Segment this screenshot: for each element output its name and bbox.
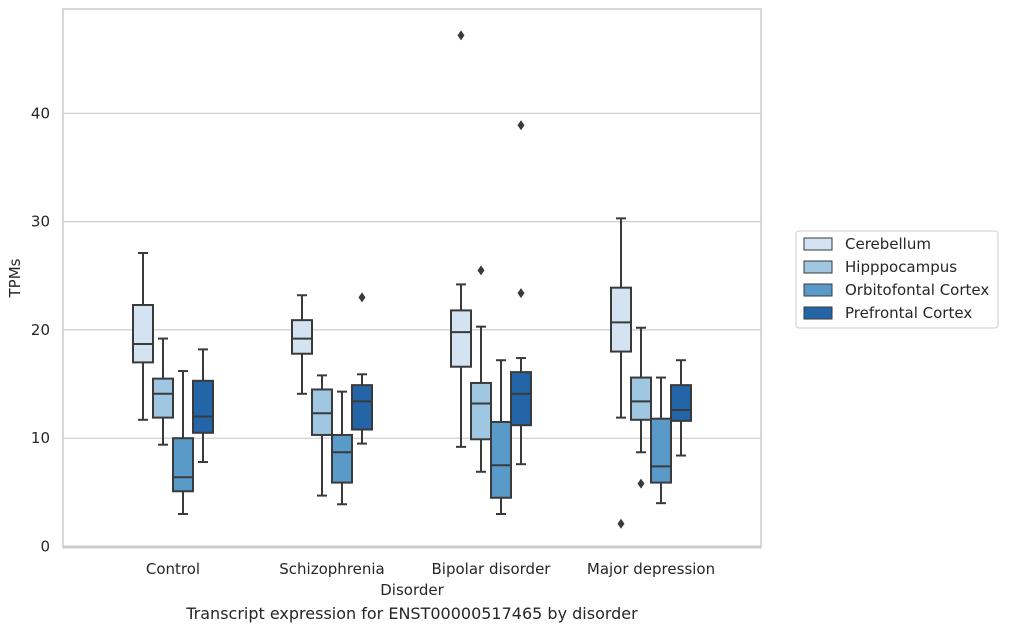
gridlines [63, 112, 761, 439]
y-tick-label: 40 [31, 104, 50, 122]
y-tick-label: 10 [31, 429, 50, 447]
x-tick-label: Major depression [587, 560, 715, 578]
y-tick-label: 30 [31, 213, 50, 231]
legend-label: Hipppocampus [845, 258, 957, 276]
box-hipppocampus-1 [311, 374, 333, 497]
box-body [490, 420, 512, 499]
box-body [351, 384, 373, 431]
box-cerebellum-2 [450, 30, 472, 448]
x-tick-label: Control [146, 560, 200, 578]
legend-frame [795, 230, 999, 329]
chart-caption: Transcript expression for ENST0000051746… [186, 604, 638, 623]
box-orbitofontal-cortex-1 [331, 390, 353, 506]
y-tick-label: 0 [40, 538, 50, 556]
legend-swatch [803, 237, 833, 251]
box-hipppocampus-0 [152, 337, 174, 446]
legend: Cerebellum Hipppocampus Orbitofontal Corte… [795, 230, 999, 329]
box-body [311, 388, 333, 436]
box-body [152, 377, 174, 419]
box-orbitofontal-cortex-2 [490, 359, 512, 516]
y-axis-label: TPMs [6, 258, 24, 298]
x-tick-label: Bipolar disorder [432, 560, 552, 578]
outlier-point [617, 518, 625, 529]
box-body [630, 376, 652, 421]
box-cerebellum-0 [132, 252, 154, 421]
box-hipppocampus-3 [630, 326, 652, 489]
box-orbitofontal-cortex-0 [172, 370, 194, 516]
box-body [510, 371, 532, 427]
box-body [331, 433, 353, 484]
outlier-point [457, 30, 465, 41]
outlier-point [517, 120, 525, 131]
outlier-point [477, 265, 485, 276]
box-body [610, 286, 632, 353]
box-body [172, 437, 194, 493]
box-prefrontal-cortex-2 [510, 120, 532, 466]
boxes [132, 30, 692, 529]
box-prefrontal-cortex-0 [192, 348, 214, 464]
box-prefrontal-cortex-3 [670, 359, 692, 457]
outlier-point [358, 292, 366, 303]
box-orbitofontal-cortex-3 [650, 376, 672, 505]
box-body [291, 319, 313, 355]
axes: 0 10 20 30 40 Control Schizophrenia Bipolar dis… [31, 104, 715, 578]
x-axis-label: Disorder [380, 581, 444, 599]
box-body [470, 381, 492, 441]
legend-label: Prefrontal Cortex [845, 304, 972, 322]
x-tick-label: Schizophrenia [279, 560, 384, 578]
legend-swatch [803, 283, 833, 297]
outlier-point [637, 478, 645, 489]
box-hipppocampus-2 [470, 265, 492, 473]
box-cerebellum-1 [291, 294, 313, 395]
y-tick-label: 20 [31, 321, 50, 339]
box-body [650, 417, 672, 484]
box-cerebellum-3 [610, 217, 632, 529]
outlier-point [517, 288, 525, 299]
legend-label: Cerebellum [845, 235, 931, 253]
box-prefrontal-cortex-1 [351, 292, 373, 445]
box-body [132, 303, 154, 364]
box-body [670, 384, 692, 422]
box-body [450, 309, 472, 368]
legend-label: Orbitofontal Cortex [845, 281, 989, 299]
legend-swatch [803, 260, 833, 274]
legend-swatch [803, 306, 833, 320]
box-body [192, 379, 214, 434]
